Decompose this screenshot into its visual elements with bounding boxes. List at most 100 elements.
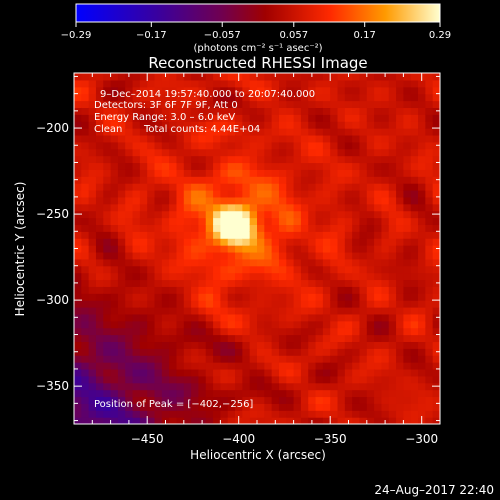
heatmap-cell	[293, 320, 302, 329]
heatmap-cell	[425, 190, 434, 198]
heatmap-cell	[249, 320, 258, 329]
heatmap-cell	[213, 375, 221, 384]
heatmap-cell	[95, 217, 104, 226]
heatmap-cell	[257, 251, 265, 260]
heatmap-cell	[169, 403, 178, 411]
heatmap-cell	[227, 217, 236, 226]
heatmap-cell	[271, 210, 280, 219]
heatmap-cell	[220, 251, 229, 260]
heatmap-cell	[132, 114, 141, 122]
heatmap-cell	[191, 210, 200, 219]
heatmap-cell	[374, 334, 383, 343]
heatmap-cell	[337, 368, 346, 377]
heatmap-cell	[95, 203, 104, 212]
heatmap-cell	[176, 86, 185, 95]
heatmap-cell	[300, 410, 309, 418]
heatmap-cell	[183, 327, 192, 336]
heatmap-cell	[103, 382, 112, 391]
heatmap-cell	[249, 313, 258, 322]
heatmap-cell	[249, 403, 258, 411]
heatmap-cell	[257, 355, 265, 363]
heatmap-cell	[271, 362, 280, 370]
heatmap-cell	[81, 155, 90, 164]
heatmap-cell	[410, 183, 419, 191]
heatmap-cell	[103, 348, 112, 356]
heatmap-cell	[242, 417, 251, 424]
heatmap-cell	[396, 203, 404, 212]
heatmap-cell	[374, 300, 383, 308]
heatmap-cell	[271, 341, 280, 349]
heatmap-cell	[213, 382, 221, 391]
heatmap-cell	[366, 162, 375, 170]
heatmap-cell	[315, 389, 324, 398]
heatmap-cell	[308, 121, 317, 129]
heatmap-cell	[300, 300, 309, 308]
heatmap-cell	[176, 162, 185, 170]
heatmap-cell	[381, 334, 390, 343]
heatmap-cell	[293, 183, 302, 191]
heatmap-cell	[418, 238, 426, 246]
heatmap-cell	[235, 114, 243, 122]
heatmap-cell	[271, 403, 280, 411]
heatmap-cell	[418, 300, 426, 308]
heatmap-cell	[286, 403, 295, 411]
heatmap-cell	[249, 300, 258, 308]
heatmap-cell	[344, 141, 353, 150]
heatmap-cell	[147, 73, 156, 81]
heatmap-cell	[330, 210, 339, 219]
heatmap-cell	[286, 183, 295, 191]
heatmap-cell	[396, 327, 404, 336]
heatmap-cell	[154, 389, 163, 398]
heatmap-cell	[110, 396, 119, 404]
heatmap-cell	[88, 272, 97, 281]
heatmap-cell	[169, 134, 178, 143]
heatmap-cell	[359, 334, 368, 343]
heatmap-cell	[249, 183, 258, 191]
heatmap-cell	[337, 217, 346, 226]
heatmap-cell	[74, 100, 82, 109]
heatmap-cell	[183, 114, 192, 122]
heatmap-cell	[278, 79, 287, 88]
heatmap-cell	[257, 100, 265, 109]
heatmap-cell	[103, 238, 112, 246]
heatmap-cell	[381, 141, 390, 150]
heatmap-cell	[88, 307, 97, 315]
heatmap-cell	[264, 251, 273, 260]
heatmap-cell	[139, 148, 148, 157]
heatmap-cell	[125, 258, 134, 267]
heatmap-cell	[374, 107, 383, 115]
heatmap-cell	[278, 86, 287, 95]
heatmap-cell	[374, 245, 383, 253]
heatmap-cell	[257, 279, 265, 287]
heatmap-cell	[132, 183, 141, 191]
heatmap-cell	[227, 327, 236, 336]
heatmap-cell	[257, 375, 265, 384]
heatmap-cell	[403, 251, 412, 260]
heatmap-cell	[88, 341, 97, 349]
heatmap-cell	[257, 286, 265, 294]
heatmap-cell	[264, 279, 273, 287]
heatmap-cell	[410, 410, 419, 418]
heatmap-cell	[257, 176, 265, 184]
heatmap-cell	[425, 258, 434, 267]
heatmap-cell	[169, 86, 178, 95]
heatmap-cell	[432, 334, 440, 343]
heatmap-cell	[103, 341, 112, 349]
heatmap-cell	[81, 245, 90, 253]
heatmap-cell	[191, 300, 200, 308]
heatmap-cell	[315, 224, 324, 232]
heatmap-cell	[257, 382, 265, 391]
heatmap-cell	[403, 79, 412, 88]
heatmap-cell	[220, 73, 229, 81]
heatmap-cell	[242, 155, 251, 164]
heatmap-cell	[396, 114, 404, 122]
heatmap-cell	[169, 79, 178, 88]
heatmap-cell	[293, 169, 302, 177]
heatmap-cell	[249, 121, 258, 129]
heatmap-cell	[81, 190, 90, 198]
heatmap-cell	[293, 410, 302, 418]
heatmap-cell	[154, 128, 163, 136]
heatmap-cell	[418, 313, 426, 322]
heatmap-cell	[213, 203, 221, 212]
heatmap-cell	[344, 114, 353, 122]
